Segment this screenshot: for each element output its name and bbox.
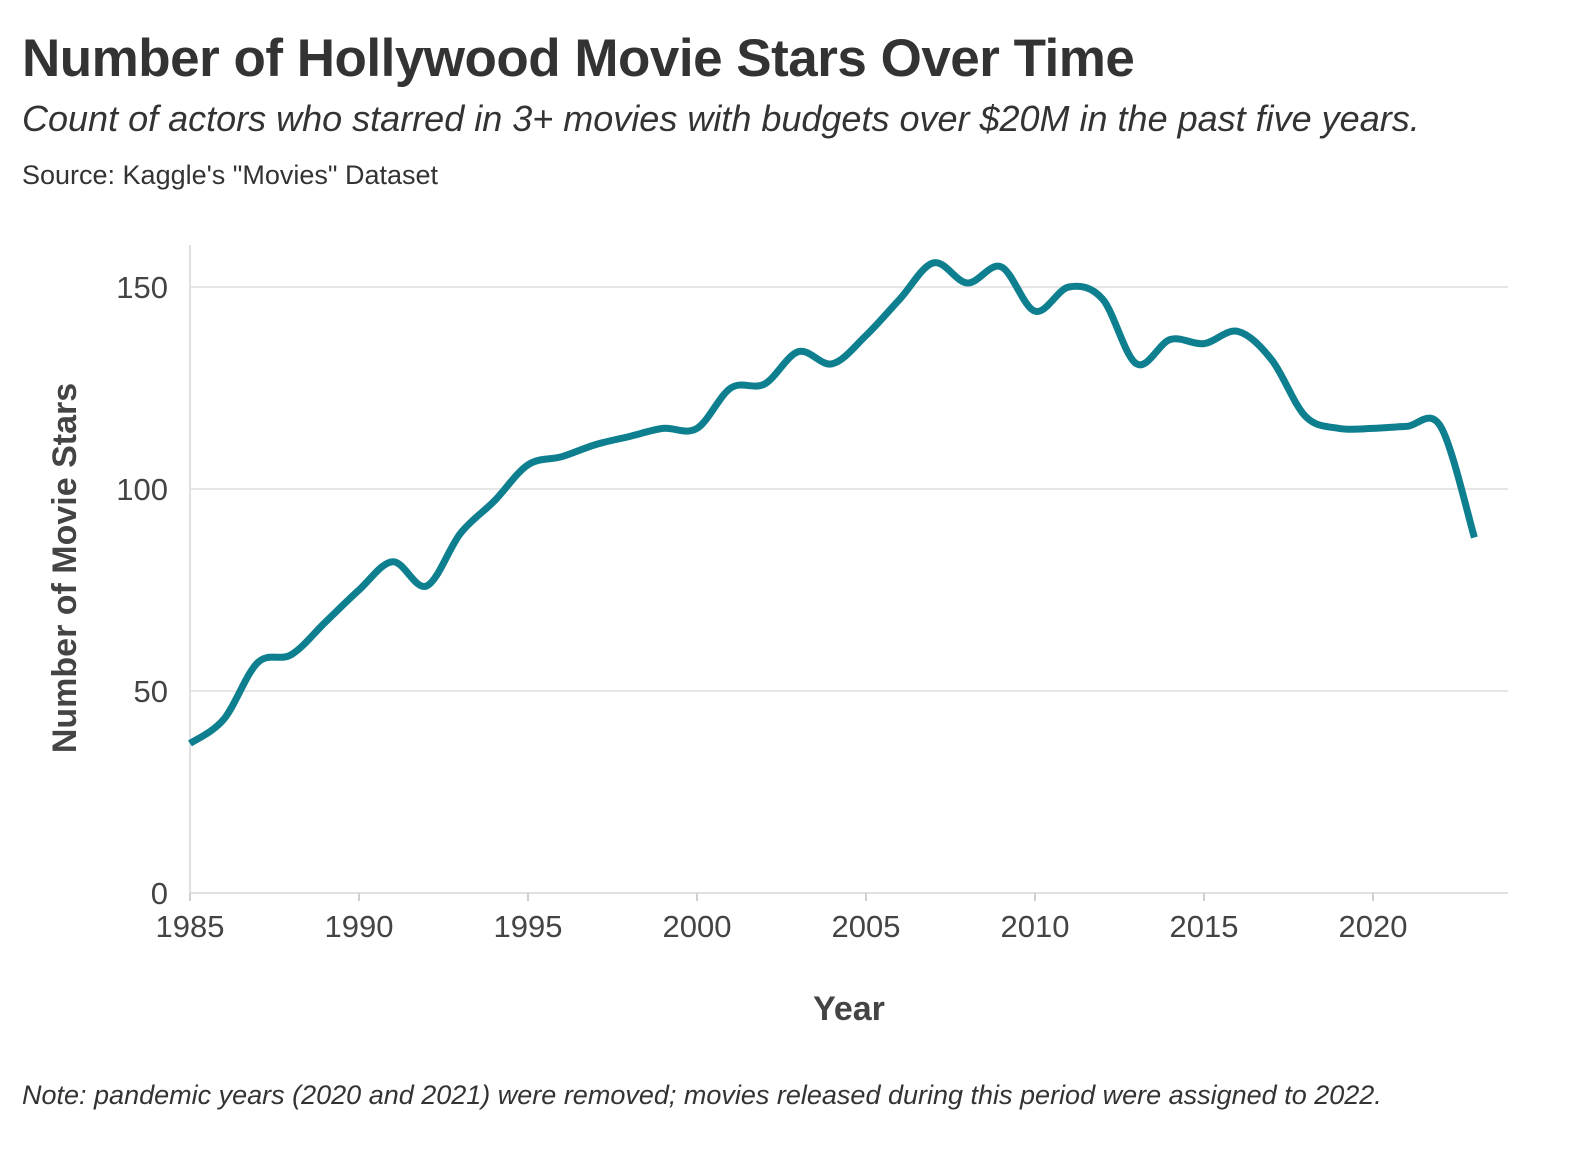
x-tick-label-1990: 1990 (325, 909, 394, 944)
chart-title: Number of Hollywood Movie Stars Over Tim… (22, 29, 1135, 88)
footnote: Note: pandemic years (2020 and 2021) wer… (22, 1080, 1382, 1110)
x-tick-label-2020: 2020 (1339, 909, 1408, 944)
tick-labels: 0 50 100 150 1985 1990 1995 2000 2005 2010 2015 202… (116, 270, 1407, 944)
y-tick-label-100: 100 (116, 472, 168, 507)
series-layer (187, 259, 1478, 747)
y-tick-label-150: 150 (116, 270, 168, 305)
x-tick-label-2015: 2015 (1170, 909, 1239, 944)
x-tick-label-2010: 2010 (1001, 909, 1070, 944)
y-tick-label-0: 0 (151, 876, 168, 911)
axes (189, 245, 1508, 901)
y-tick-label-50: 50 (134, 674, 168, 709)
x-tick-label-1985: 1985 (156, 909, 225, 944)
chart-subtitle: Count of actors who starred in 3+ movies… (22, 98, 1420, 139)
series-line-0 (187, 259, 1478, 747)
y-axis-title: Number of Movie Stars (46, 383, 84, 753)
gridlines (190, 286, 1508, 692)
x-tick-label-2005: 2005 (832, 909, 901, 944)
x-axis-title: Year (813, 990, 885, 1028)
source-note: Source: Kaggle's "Movies" Dataset (22, 160, 439, 190)
x-tick-label-2000: 2000 (663, 909, 732, 944)
x-tick-label-1995: 1995 (494, 909, 563, 944)
